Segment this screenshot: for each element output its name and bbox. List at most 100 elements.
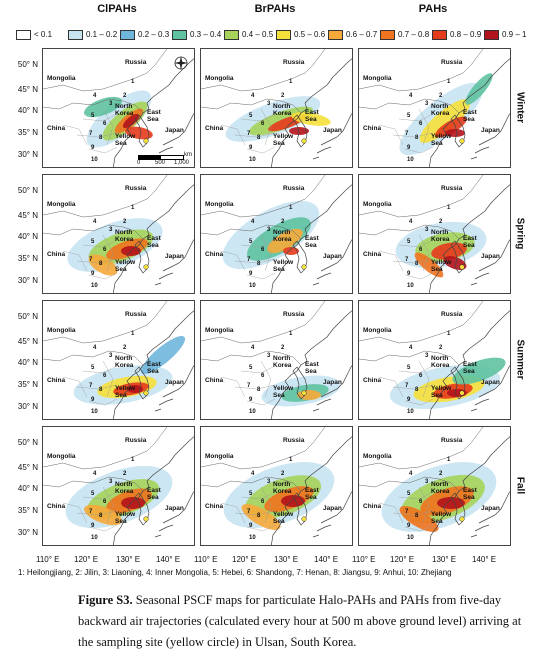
province-number-5: 5 bbox=[407, 365, 411, 371]
map-label-china: China bbox=[47, 377, 66, 384]
north-arrow-icon bbox=[173, 55, 189, 71]
province-number-10: 10 bbox=[407, 283, 414, 289]
province-number-9: 9 bbox=[407, 145, 411, 151]
province-number-5: 5 bbox=[249, 113, 253, 119]
map-label-russia: Russia bbox=[283, 185, 305, 192]
lat-label-row2-2: 40° N bbox=[17, 358, 38, 367]
map-label-north-korea: North Korea bbox=[115, 229, 134, 243]
province-number-2: 2 bbox=[439, 471, 443, 477]
province-number-4: 4 bbox=[93, 345, 97, 351]
lon-label-col2-0: 110° E bbox=[352, 555, 376, 564]
province-number-8: 8 bbox=[99, 387, 103, 393]
map-label-china: China bbox=[363, 251, 382, 258]
province-number-7: 7 bbox=[89, 383, 93, 389]
map-label-russia: Russia bbox=[125, 185, 147, 192]
map-label-japan: Japan bbox=[165, 253, 184, 260]
map-label-china: China bbox=[205, 377, 224, 384]
pscf-map-brpahs-spring: Russia Mongolia China North Korea East Sea Ja… bbox=[200, 174, 353, 294]
province-number-5: 5 bbox=[249, 239, 253, 245]
province-number-9: 9 bbox=[249, 397, 253, 403]
province-number-7: 7 bbox=[405, 257, 409, 263]
province-number-8: 8 bbox=[415, 261, 419, 267]
map-label-yellow-sea: Yellow Sea bbox=[431, 385, 452, 399]
province-number-9: 9 bbox=[91, 145, 95, 151]
lat-label-row2-0: 50° N bbox=[17, 312, 38, 321]
lat-label-row0-3: 35° N bbox=[17, 128, 38, 137]
pscf-map-clpahs-summer: Russia Mongolia China North Korea East Sea Ja… bbox=[42, 300, 195, 420]
province-key-footnote: 1: Heilongjiang, 2: Jilin, 3: Liaoning, … bbox=[18, 568, 452, 577]
map-label-north-korea: North Korea bbox=[273, 355, 292, 369]
province-number-4: 4 bbox=[409, 219, 413, 225]
province-number-6: 6 bbox=[419, 247, 423, 253]
province-number-1: 1 bbox=[289, 205, 293, 211]
scale-unit: km bbox=[184, 152, 192, 158]
province-number-1: 1 bbox=[289, 457, 293, 463]
pscf-map-brpahs-summer: Russia Mongolia China North Korea East Sea Ja… bbox=[200, 300, 353, 420]
province-number-10: 10 bbox=[249, 283, 256, 289]
lon-label-col2-2: 130° E bbox=[432, 555, 457, 564]
pscf-map-clpahs-spring: Russia Mongolia China North Korea East Sea Ja… bbox=[42, 174, 195, 294]
province-number-1: 1 bbox=[289, 79, 293, 85]
map-label-russia: Russia bbox=[283, 311, 305, 318]
legend-swatch-9 bbox=[484, 30, 499, 40]
province-number-8: 8 bbox=[257, 387, 261, 393]
lon-label-col1-0: 110° E bbox=[194, 555, 218, 564]
map-label-russia: Russia bbox=[283, 437, 305, 444]
lon-label-col2-3: 140° E bbox=[472, 555, 497, 564]
map-label-russia: Russia bbox=[125, 311, 147, 318]
map-label-china: China bbox=[205, 503, 224, 510]
province-number-7: 7 bbox=[89, 131, 93, 137]
legend-swatch-8 bbox=[432, 30, 447, 40]
map-label-russia: Russia bbox=[283, 59, 305, 66]
map-label-east-sea: East Sea bbox=[305, 235, 319, 249]
map-label-japan: Japan bbox=[481, 127, 500, 134]
map-label-north-korea: North Korea bbox=[431, 355, 450, 369]
map-label-east-sea: East Sea bbox=[147, 235, 161, 249]
map-label-japan: Japan bbox=[323, 253, 342, 260]
province-number-3: 3 bbox=[267, 479, 271, 485]
lat-label-row3-1: 45° N bbox=[17, 463, 38, 472]
province-number-7: 7 bbox=[405, 383, 409, 389]
province-number-6: 6 bbox=[103, 121, 107, 127]
lat-label-row2-4: 30° N bbox=[17, 402, 38, 411]
scale-tick-500: 500 bbox=[155, 160, 166, 166]
legend-label-3: 0.3 – 0.4 bbox=[190, 30, 222, 39]
map-label-yellow-sea: Yellow Sea bbox=[431, 133, 452, 147]
province-number-5: 5 bbox=[91, 491, 95, 497]
province-number-2: 2 bbox=[281, 345, 285, 351]
map-label-russia: Russia bbox=[441, 59, 463, 66]
province-number-10: 10 bbox=[91, 535, 98, 541]
column-title-brpahs: BrPAHs bbox=[254, 3, 296, 15]
province-number-4: 4 bbox=[251, 93, 255, 99]
province-number-9: 9 bbox=[249, 145, 253, 151]
province-number-7: 7 bbox=[405, 131, 409, 137]
map-label-north-korea: North Korea bbox=[273, 481, 292, 495]
province-number-2: 2 bbox=[123, 219, 127, 225]
pscf-map-clpahs-fall: Russia Mongolia China North Korea East Sea Ja… bbox=[42, 426, 195, 546]
map-label-east-sea: East Sea bbox=[463, 109, 477, 123]
map-label-north-korea: North Korea bbox=[115, 103, 134, 117]
legend-label-2: 0.2 – 0.3 bbox=[138, 30, 170, 39]
province-number-2: 2 bbox=[281, 219, 285, 225]
pscf-map-pahs-winter: Russia Mongolia China North Korea East Sea Ja… bbox=[358, 48, 511, 168]
lat-label-row1-0: 50° N bbox=[17, 186, 38, 195]
province-number-7: 7 bbox=[89, 257, 93, 263]
province-number-3: 3 bbox=[267, 101, 271, 107]
map-label-yellow-sea: Yellow Sea bbox=[273, 385, 294, 399]
lat-label-row2-3: 35° N bbox=[17, 380, 38, 389]
legend-swatch-1 bbox=[68, 30, 83, 40]
map-label-china: China bbox=[47, 125, 66, 132]
map-label-china: China bbox=[47, 251, 66, 258]
legend-swatch-6 bbox=[328, 30, 343, 40]
province-number-4: 4 bbox=[93, 471, 97, 477]
province-number-6: 6 bbox=[261, 247, 265, 253]
map-label-north-korea: North Korea bbox=[431, 103, 450, 117]
map-label-east-sea: East Sea bbox=[463, 361, 477, 375]
lat-label-row0-0: 50° N bbox=[17, 60, 38, 69]
province-number-1: 1 bbox=[289, 331, 293, 337]
province-number-4: 4 bbox=[251, 219, 255, 225]
province-number-3: 3 bbox=[425, 479, 429, 485]
map-label-east-sea: East Sea bbox=[305, 109, 319, 123]
lon-label-col1-1: 120° E bbox=[232, 555, 257, 564]
province-number-1: 1 bbox=[131, 457, 135, 463]
